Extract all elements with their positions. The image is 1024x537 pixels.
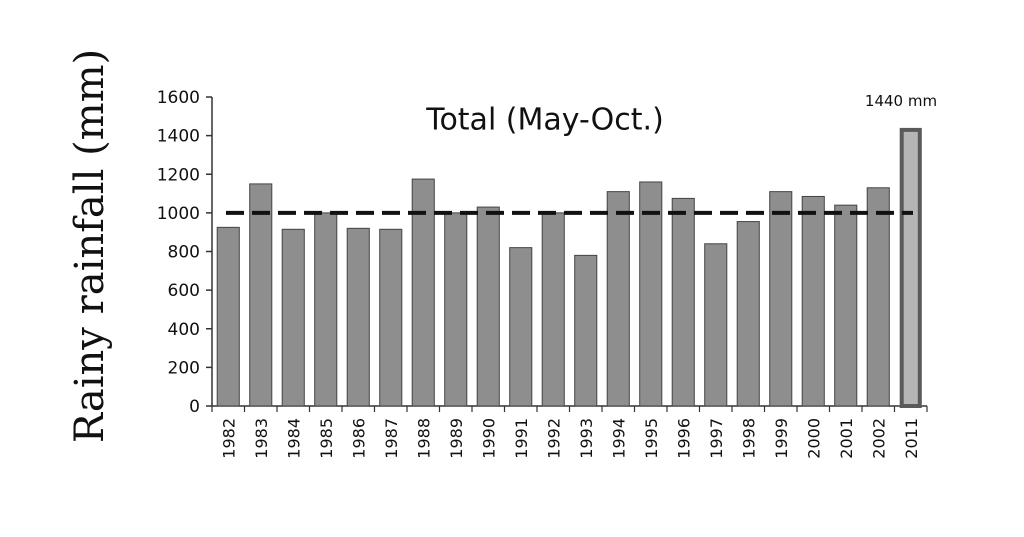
x-tick-label: 2002 [869,418,888,459]
y-tick-label: 1200 [157,165,200,185]
y-tick-label: 1400 [157,127,200,147]
bar [574,254,598,407]
x-tick-label: 1993 [577,418,596,459]
bar [704,243,728,407]
highlight-annotation: 1440 mm [864,92,938,110]
bar [541,212,565,407]
x-tick-label: 1991 [512,418,531,459]
x-tick-label: 1989 [447,418,466,459]
x-tick-label: 1987 [382,418,401,459]
y-tick-label: 400 [168,320,200,340]
bar [866,187,890,407]
y-tick-label: 0 [189,397,200,417]
x-tick-label: 1996 [674,418,693,459]
bar [216,226,240,407]
x-tick-label: 1999 [772,418,791,459]
x-tick-label: 1998 [739,418,758,459]
x-tick-label: 1982 [219,418,238,459]
bar [834,204,858,407]
bar [476,206,500,407]
y-tick-label: 1600 [157,88,200,108]
x-tick-label: 1992 [544,418,563,459]
x-tick-label: 1994 [609,418,628,459]
x-tick-label: 2000 [804,418,823,459]
bar [346,227,370,407]
bar [314,212,338,407]
x-tick-label: 2001 [837,418,856,459]
x-tick-label: 2011 [902,418,921,459]
bar [411,178,435,407]
bar [671,197,695,407]
y-tick-label: 800 [168,243,200,263]
chart-title: Total (May-Oct.) [426,102,664,138]
x-tick-label: 1990 [479,418,498,459]
x-tick-label: 1985 [317,418,336,459]
y-tick-label: 1000 [157,204,200,224]
x-tick-label: 1995 [642,418,661,459]
x-tick-label: 1986 [349,418,368,459]
y-tick-label: 600 [168,281,200,301]
x-tick-label: 1997 [707,418,726,459]
bar-highlight [899,127,922,408]
bar [281,228,305,407]
bar [509,247,533,407]
bar [606,191,630,407]
bar [801,195,825,407]
bar [249,183,273,407]
x-tick-label: 1988 [414,418,433,459]
bar [444,212,468,407]
y-tick-label: 200 [168,358,200,378]
bar [639,181,663,407]
x-tick-label: 1984 [284,418,303,459]
bar [769,191,793,407]
bar [379,228,403,407]
bar [736,221,760,407]
x-tick-label: 1983 [252,418,271,459]
